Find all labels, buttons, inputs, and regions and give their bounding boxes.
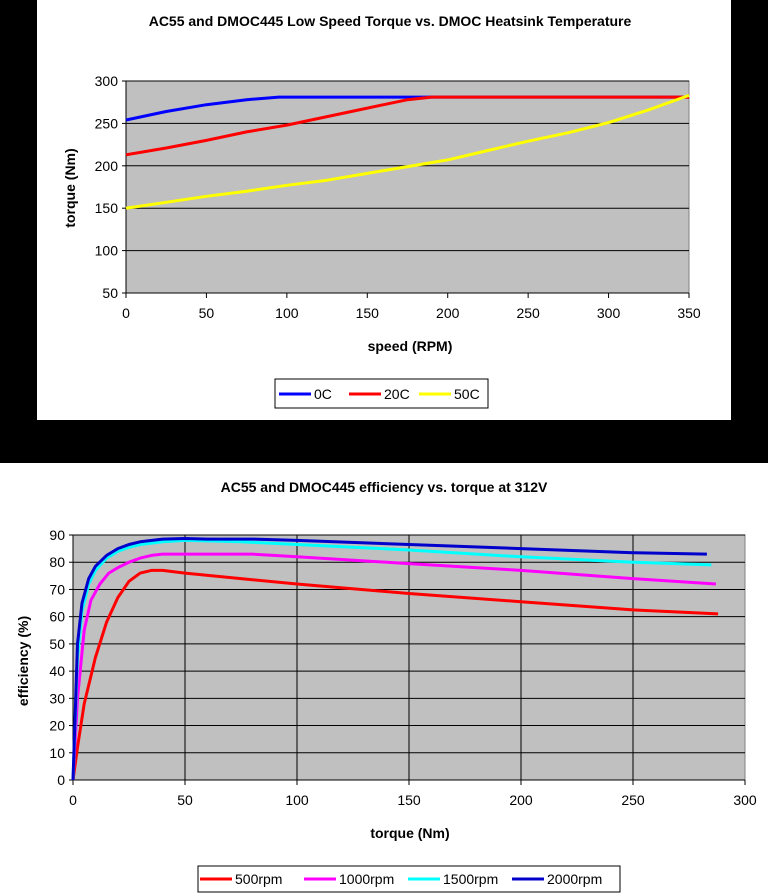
y-tick-label: 200 (95, 158, 119, 174)
legend: 500rpm 1000rpm 1500rpm 2000rpm (200, 871, 602, 887)
y-axis-label: torque (Nm) (62, 148, 78, 227)
legend: 0C 20C 50C (279, 386, 480, 402)
chart-title: AC55 and DMOC445 Low Speed Torque vs. DM… (149, 13, 632, 29)
legend-label-20c: 20C (384, 386, 410, 402)
x-tick-label: 100 (275, 305, 299, 321)
legend-label-2000rpm: 2000rpm (547, 871, 602, 887)
x-tick-label: 300 (733, 792, 757, 808)
efficiency-chart: AC55 and DMOC445 efficiency vs. torque a… (15, 479, 757, 893)
series-line-50c (125, 93, 690, 210)
series-line-20c (125, 95, 689, 157)
x-tick-label: 250 (621, 792, 645, 808)
chart-panel-efficiency: AC55 and DMOC445 efficiency vs. torque a… (0, 463, 768, 894)
x-tick-label: 0 (69, 792, 77, 808)
y-tick-label: 150 (95, 200, 119, 216)
y-tick-label: 30 (49, 690, 65, 706)
legend-label-1500rpm: 1500rpm (443, 871, 498, 887)
legend-label-0c: 0C (314, 386, 332, 402)
y-axis-label: efficiency (%) (15, 616, 31, 706)
x-tick-label: 0 (122, 305, 130, 321)
y-tick-label: 300 (95, 73, 119, 89)
y-tick-label: 0 (57, 772, 65, 788)
y-tick-label: 10 (49, 745, 65, 761)
chart-title: AC55 and DMOC445 efficiency vs. torque a… (221, 479, 548, 495)
y-tick-label: 90 (49, 527, 65, 543)
x-tick-label: 150 (356, 305, 380, 321)
series-line-1000rpm (71, 552, 716, 781)
x-tick-label: 200 (509, 792, 533, 808)
legend-label-500rpm: 500rpm (235, 871, 282, 887)
x-tick-label: 250 (516, 305, 540, 321)
x-tick-label: 150 (397, 792, 421, 808)
legend-label-1000rpm: 1000rpm (339, 871, 394, 887)
x-tick-label: 50 (199, 305, 215, 321)
plot-area (125, 80, 690, 294)
y-tick-label: 60 (49, 609, 65, 625)
series-line-1500rpm (71, 538, 712, 781)
y-tick-label: 50 (49, 636, 65, 652)
y-tick-label: 80 (49, 554, 65, 570)
x-axis-label: torque (Nm) (370, 825, 449, 841)
x-tick-label: 200 (436, 305, 460, 321)
x-axis-label: speed (RPM) (368, 338, 453, 354)
x-tick-label: 100 (285, 792, 309, 808)
y-tick-label: 40 (49, 663, 65, 679)
torque-chart: AC55 and DMOC445 Low Speed Torque vs. DM… (62, 13, 701, 409)
x-tick-label: 300 (597, 305, 621, 321)
y-tick-label: 70 (49, 581, 65, 597)
series-line-2000rpm (71, 537, 707, 781)
y-tick-label: 250 (95, 115, 119, 131)
y-tick-label: 20 (49, 718, 65, 734)
x-tick-label: 50 (177, 792, 193, 808)
y-tick-label: 100 (95, 243, 119, 259)
legend-label-50c: 50C (454, 386, 480, 402)
chart-panel-torque: AC55 and DMOC445 Low Speed Torque vs. DM… (37, 0, 731, 420)
series-line-500rpm (71, 568, 719, 781)
y-tick-label: 50 (102, 285, 118, 301)
x-tick-label: 350 (677, 305, 701, 321)
